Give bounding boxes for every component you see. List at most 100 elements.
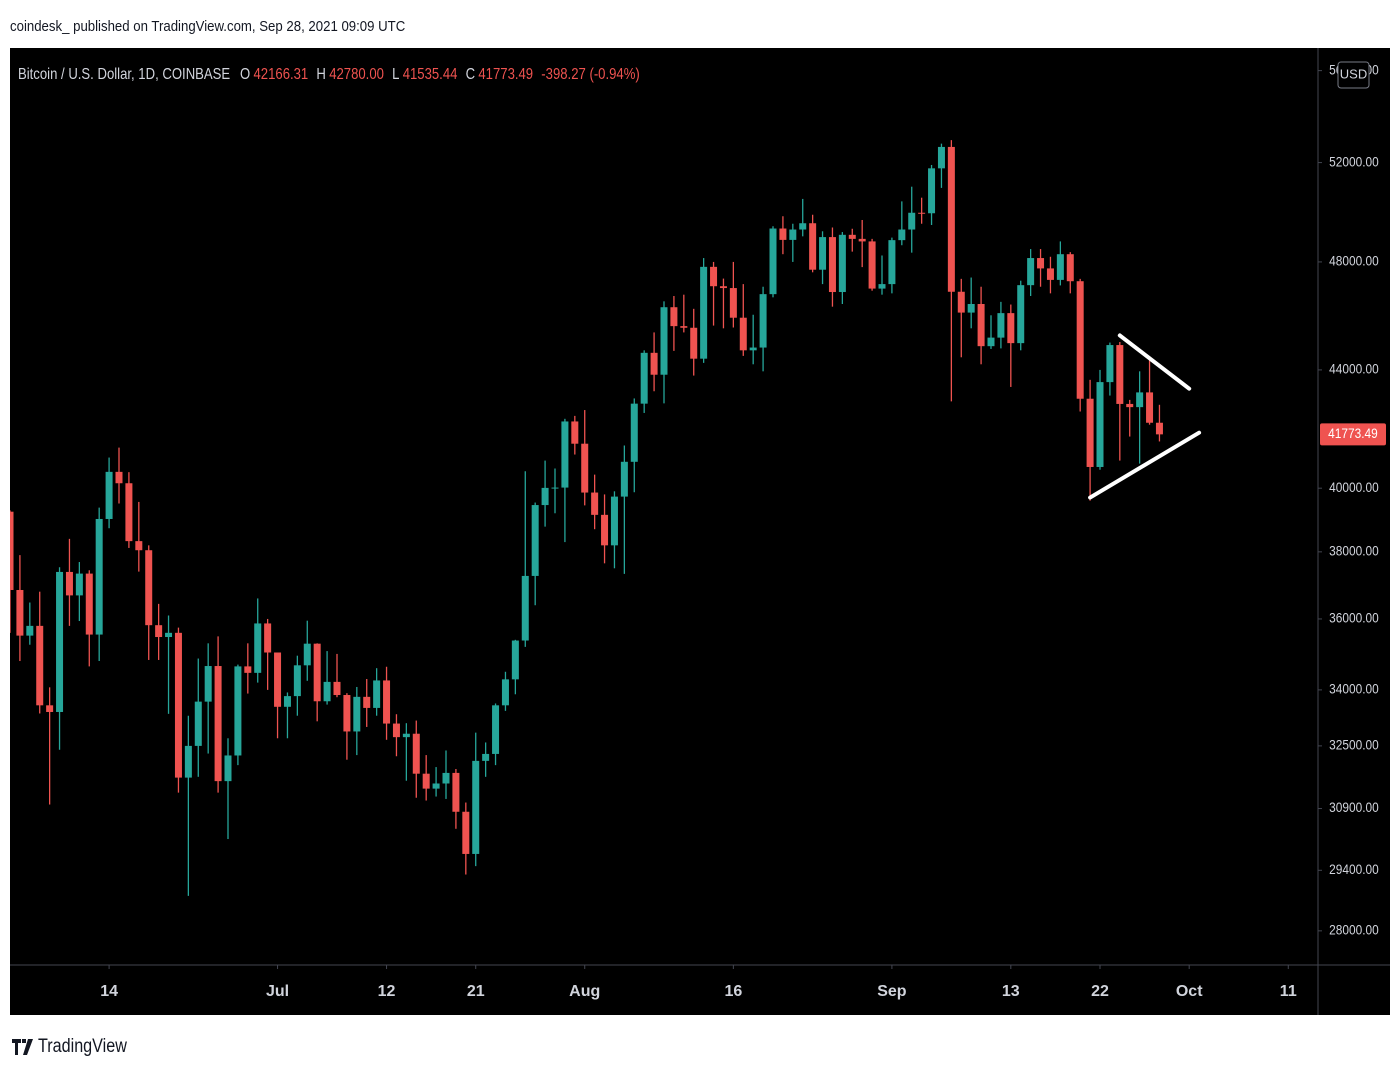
candle-body (1076, 281, 1084, 399)
candle-body (660, 307, 668, 375)
candle-body (571, 421, 579, 444)
candle-body (452, 772, 460, 812)
candle-body (174, 632, 182, 778)
candle-body (303, 643, 311, 666)
candle-body (472, 760, 480, 854)
candle-body (283, 696, 291, 707)
candle-body (888, 240, 896, 285)
candle-body (254, 623, 262, 673)
ohlc-value: 41773.49 (478, 66, 534, 83)
candle-body (46, 705, 54, 712)
candle-body (848, 234, 856, 239)
candle-body (95, 518, 103, 635)
ohlc-value: 41535.44 (402, 66, 458, 83)
candle-body (323, 681, 331, 702)
candle-body (789, 229, 797, 240)
y-tick-label: 36000.00 (1329, 610, 1379, 626)
candle-body (313, 643, 321, 702)
candle-body (680, 326, 688, 328)
x-tick-label: Sep (877, 983, 907, 1000)
candle-body (432, 783, 440, 789)
ohlc-label: O (240, 66, 251, 83)
candle-body (928, 168, 936, 214)
brand: TradingView (38, 1036, 127, 1057)
candle-body (264, 623, 272, 653)
candle-body (858, 238, 866, 242)
candle-body (145, 550, 153, 626)
candle-body (1146, 392, 1154, 423)
x-tick-label: Aug (569, 983, 600, 1000)
x-tick-label: 13 (1002, 983, 1020, 1000)
candle-body (1096, 382, 1104, 467)
candle-body (710, 266, 718, 287)
candle-body (670, 307, 678, 327)
last-price-label: 41773.49 (1328, 425, 1378, 441)
y-tick-label: 38000.00 (1329, 543, 1379, 559)
candle-body (16, 589, 24, 636)
y-tick-label: 28000.00 (1329, 922, 1379, 938)
candle-body (749, 347, 757, 351)
candle-body (630, 403, 638, 462)
candle-body (224, 755, 232, 782)
candle-body (36, 625, 44, 706)
candle-body (878, 284, 886, 289)
candle-body (719, 286, 727, 289)
tv-logo (12, 1039, 33, 1055)
x-tick-label: 22 (1091, 983, 1109, 1000)
publish-header: coindesk_ published on TradingView.com, … (10, 18, 406, 35)
x-tick-label: 12 (378, 983, 396, 1000)
symbol: Bitcoin / U.S. Dollar, 1D, COINBASE (18, 66, 231, 83)
candle-body (937, 146, 945, 169)
candle-body (977, 304, 985, 347)
ohlc-value: 42166.31 (253, 66, 309, 83)
trend-line (1088, 430, 1202, 500)
candle-body (1027, 258, 1035, 286)
y-tick-label: 52000.00 (1329, 153, 1379, 169)
footer: TradingView (12, 1036, 143, 1058)
candle-body (799, 223, 807, 230)
candle-body (482, 753, 490, 761)
candle-body (640, 352, 648, 404)
candle-body (967, 304, 975, 313)
candle-body (987, 337, 995, 347)
candle-body (650, 352, 658, 375)
candle-body (551, 487, 559, 489)
candle-body (105, 471, 113, 519)
candle-body (809, 223, 817, 270)
candle-body (868, 241, 876, 289)
candle-body (165, 632, 173, 638)
candle-body (234, 666, 242, 756)
currency-label: USD (1340, 66, 1367, 81)
candle-body (65, 571, 73, 596)
plot-area (10, 140, 1202, 896)
candle-body (244, 666, 252, 673)
currency-button (1337, 61, 1370, 89)
x-tick-label: Oct (1176, 983, 1203, 1000)
candle-body (531, 505, 539, 576)
candle-body (75, 573, 83, 596)
candle-body (997, 313, 1005, 338)
candle-body (521, 575, 529, 641)
candle-body (204, 666, 212, 702)
ohlc-value: 42780.00 (329, 66, 384, 83)
ohlc-label: C (465, 66, 476, 83)
candle-body (462, 811, 470, 854)
trend-line (1117, 333, 1192, 391)
candle-body (274, 652, 282, 707)
candle-body (492, 705, 500, 754)
ohlc-label: L (392, 66, 400, 83)
candle-body (947, 146, 955, 292)
candle-body (1037, 258, 1045, 269)
candle-body (591, 492, 599, 515)
y-tick-label: 40000.00 (1329, 479, 1379, 495)
candle-body (155, 625, 163, 638)
chart-background (10, 48, 1390, 1015)
candle-body (908, 212, 916, 230)
candle-body (1106, 345, 1114, 383)
candle-body (343, 695, 351, 732)
candle-body (759, 294, 767, 348)
y-tick-label: 48000.00 (1329, 253, 1379, 269)
candle-body (610, 496, 618, 546)
